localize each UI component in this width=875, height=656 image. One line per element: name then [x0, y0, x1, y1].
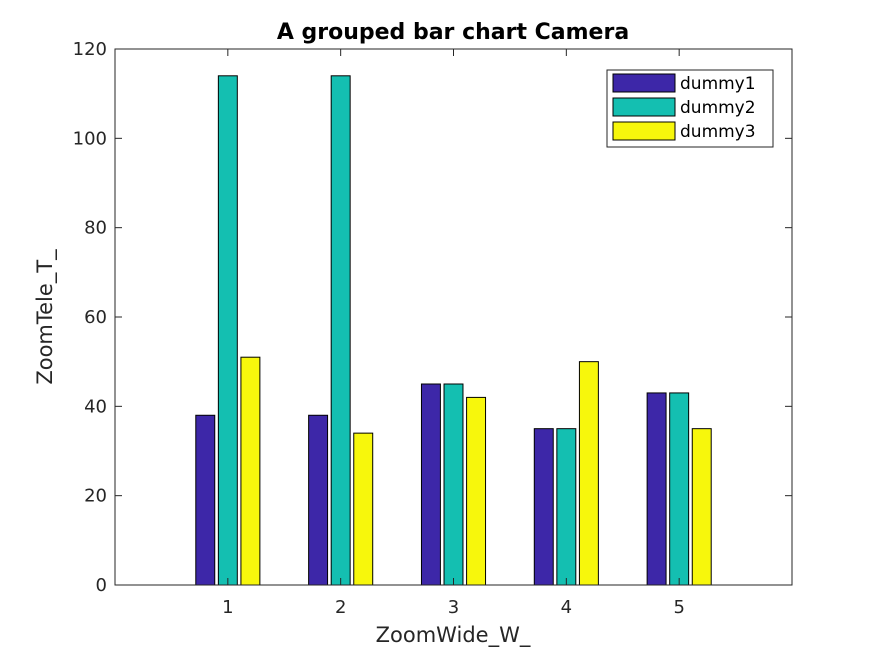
bar-dummy1-3 — [420, 383, 441, 586]
y-tick-label: 80 — [84, 218, 107, 239]
bar-dummy1-2 — [308, 414, 329, 586]
legend-swatch-dummy2 — [612, 97, 676, 117]
bar-dummy2-4 — [556, 428, 577, 586]
x-axis-label: ZoomWide_W_ — [376, 623, 531, 648]
y-tick-label: 120 — [73, 39, 107, 60]
bar-dummy2-3 — [443, 383, 464, 586]
legend-swatch-dummy1 — [612, 73, 676, 93]
bar-dummy2-2 — [330, 75, 351, 586]
x-tick-label: 2 — [335, 597, 346, 618]
bar-dummy3-1 — [240, 356, 261, 586]
x-tick-label: 1 — [222, 597, 233, 618]
legend-swatch-dummy3 — [612, 121, 676, 141]
legend-label-dummy3: dummy3 — [680, 122, 756, 142]
x-tick-label: 5 — [673, 597, 684, 618]
chart-title: A grouped bar chart Camera — [277, 20, 629, 45]
y-tick-label: 60 — [84, 307, 107, 328]
axes-layer: 1 2 3 4 5 0 20 40 60 80 100 120 — [73, 39, 793, 618]
bar-dummy1-1 — [195, 414, 216, 586]
y-tick-label: 100 — [73, 128, 107, 149]
bar-dummy2-5 — [669, 392, 690, 586]
legend-label-dummy1: dummy1 — [680, 74, 756, 94]
y-tick-label: 40 — [84, 396, 107, 417]
bar-dummy1-5 — [646, 392, 667, 586]
y-axis-label: ZoomTele_T_ — [33, 249, 58, 385]
y-tick-label: 20 — [84, 486, 107, 507]
legend: dummy1 dummy2 dummy3 — [606, 69, 774, 148]
bar-dummy3-2 — [353, 432, 374, 586]
bar-dummy3-5 — [691, 428, 712, 586]
x-tick-label: 4 — [561, 597, 572, 618]
bar-dummy1-4 — [533, 428, 554, 586]
y-tick-label: 0 — [96, 575, 107, 596]
x-tick-label: 3 — [448, 597, 459, 618]
bar-dummy3-3 — [466, 396, 487, 586]
bar-dummy2-1 — [217, 75, 238, 586]
legend-label-dummy2: dummy2 — [680, 98, 756, 118]
bar-dummy3-4 — [578, 361, 599, 586]
bars-layer — [195, 75, 712, 586]
